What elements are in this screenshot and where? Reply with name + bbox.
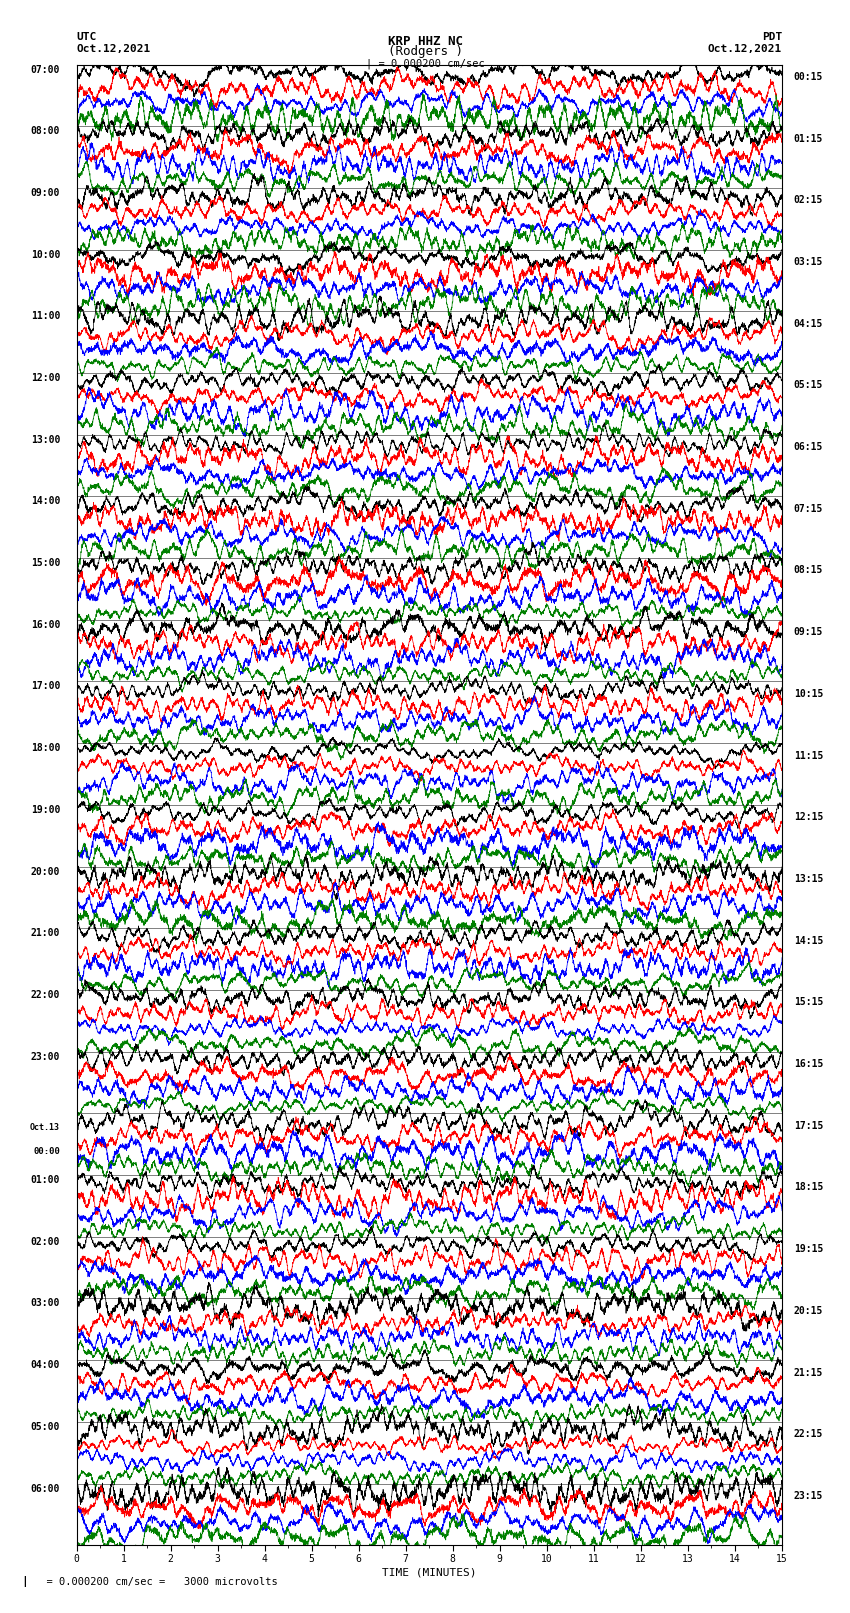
Text: 16:00: 16:00 bbox=[31, 619, 60, 629]
Text: 07:00: 07:00 bbox=[31, 65, 60, 74]
Text: 17:00: 17:00 bbox=[31, 682, 60, 692]
X-axis label: TIME (MINUTES): TIME (MINUTES) bbox=[382, 1568, 477, 1578]
Text: 15:00: 15:00 bbox=[31, 558, 60, 568]
Text: 22:15: 22:15 bbox=[794, 1429, 823, 1439]
Text: 18:15: 18:15 bbox=[794, 1182, 823, 1192]
Text: 23:15: 23:15 bbox=[794, 1490, 823, 1500]
Text: 09:15: 09:15 bbox=[794, 627, 823, 637]
Text: 07:15: 07:15 bbox=[794, 503, 823, 513]
Text: = 0.000200 cm/sec =   3000 microvolts: = 0.000200 cm/sec = 3000 microvolts bbox=[34, 1578, 278, 1587]
Text: 16:15: 16:15 bbox=[794, 1060, 823, 1069]
Text: 12:15: 12:15 bbox=[794, 813, 823, 823]
Text: 05:15: 05:15 bbox=[794, 381, 823, 390]
Text: 23:00: 23:00 bbox=[31, 1052, 60, 1061]
Text: 17:15: 17:15 bbox=[794, 1121, 823, 1131]
Text: 22:00: 22:00 bbox=[31, 990, 60, 1000]
Text: 20:15: 20:15 bbox=[794, 1307, 823, 1316]
Text: Oct.12,2021: Oct.12,2021 bbox=[76, 44, 150, 53]
Text: 20:00: 20:00 bbox=[31, 866, 60, 876]
Text: 08:00: 08:00 bbox=[31, 126, 60, 135]
Text: 13:15: 13:15 bbox=[794, 874, 823, 884]
Text: 14:00: 14:00 bbox=[31, 497, 60, 506]
Text: Oct.13: Oct.13 bbox=[30, 1123, 60, 1132]
Text: 10:00: 10:00 bbox=[31, 250, 60, 260]
Text: 06:15: 06:15 bbox=[794, 442, 823, 452]
Text: 15:15: 15:15 bbox=[794, 997, 823, 1007]
Text: 10:15: 10:15 bbox=[794, 689, 823, 698]
Text: 21:15: 21:15 bbox=[794, 1368, 823, 1378]
Text: 03:00: 03:00 bbox=[31, 1298, 60, 1308]
Text: 06:00: 06:00 bbox=[31, 1484, 60, 1494]
Text: |: | bbox=[21, 1576, 28, 1587]
Text: 00:00: 00:00 bbox=[33, 1147, 60, 1157]
Text: 01:00: 01:00 bbox=[31, 1174, 60, 1186]
Text: 04:15: 04:15 bbox=[794, 319, 823, 329]
Text: 12:00: 12:00 bbox=[31, 373, 60, 382]
Text: 11:00: 11:00 bbox=[31, 311, 60, 321]
Text: (Rodgers ): (Rodgers ) bbox=[388, 45, 462, 58]
Text: 08:15: 08:15 bbox=[794, 566, 823, 576]
Text: UTC: UTC bbox=[76, 32, 97, 42]
Text: 21:00: 21:00 bbox=[31, 929, 60, 939]
Text: 04:00: 04:00 bbox=[31, 1360, 60, 1369]
Text: 02:15: 02:15 bbox=[794, 195, 823, 205]
Text: KRP HHZ NC: KRP HHZ NC bbox=[388, 35, 462, 48]
Text: 19:00: 19:00 bbox=[31, 805, 60, 815]
Text: 19:15: 19:15 bbox=[794, 1244, 823, 1253]
Text: 03:15: 03:15 bbox=[794, 256, 823, 266]
Text: | = 0.000200 cm/sec: | = 0.000200 cm/sec bbox=[366, 58, 484, 69]
Text: 18:00: 18:00 bbox=[31, 744, 60, 753]
Text: 02:00: 02:00 bbox=[31, 1237, 60, 1247]
Text: 11:15: 11:15 bbox=[794, 750, 823, 760]
Text: 13:00: 13:00 bbox=[31, 436, 60, 445]
Text: 01:15: 01:15 bbox=[794, 134, 823, 144]
Text: PDT: PDT bbox=[762, 32, 782, 42]
Text: 05:00: 05:00 bbox=[31, 1423, 60, 1432]
Text: Oct.12,2021: Oct.12,2021 bbox=[708, 44, 782, 53]
Text: 14:15: 14:15 bbox=[794, 936, 823, 945]
Text: 09:00: 09:00 bbox=[31, 187, 60, 198]
Text: 00:15: 00:15 bbox=[794, 73, 823, 82]
